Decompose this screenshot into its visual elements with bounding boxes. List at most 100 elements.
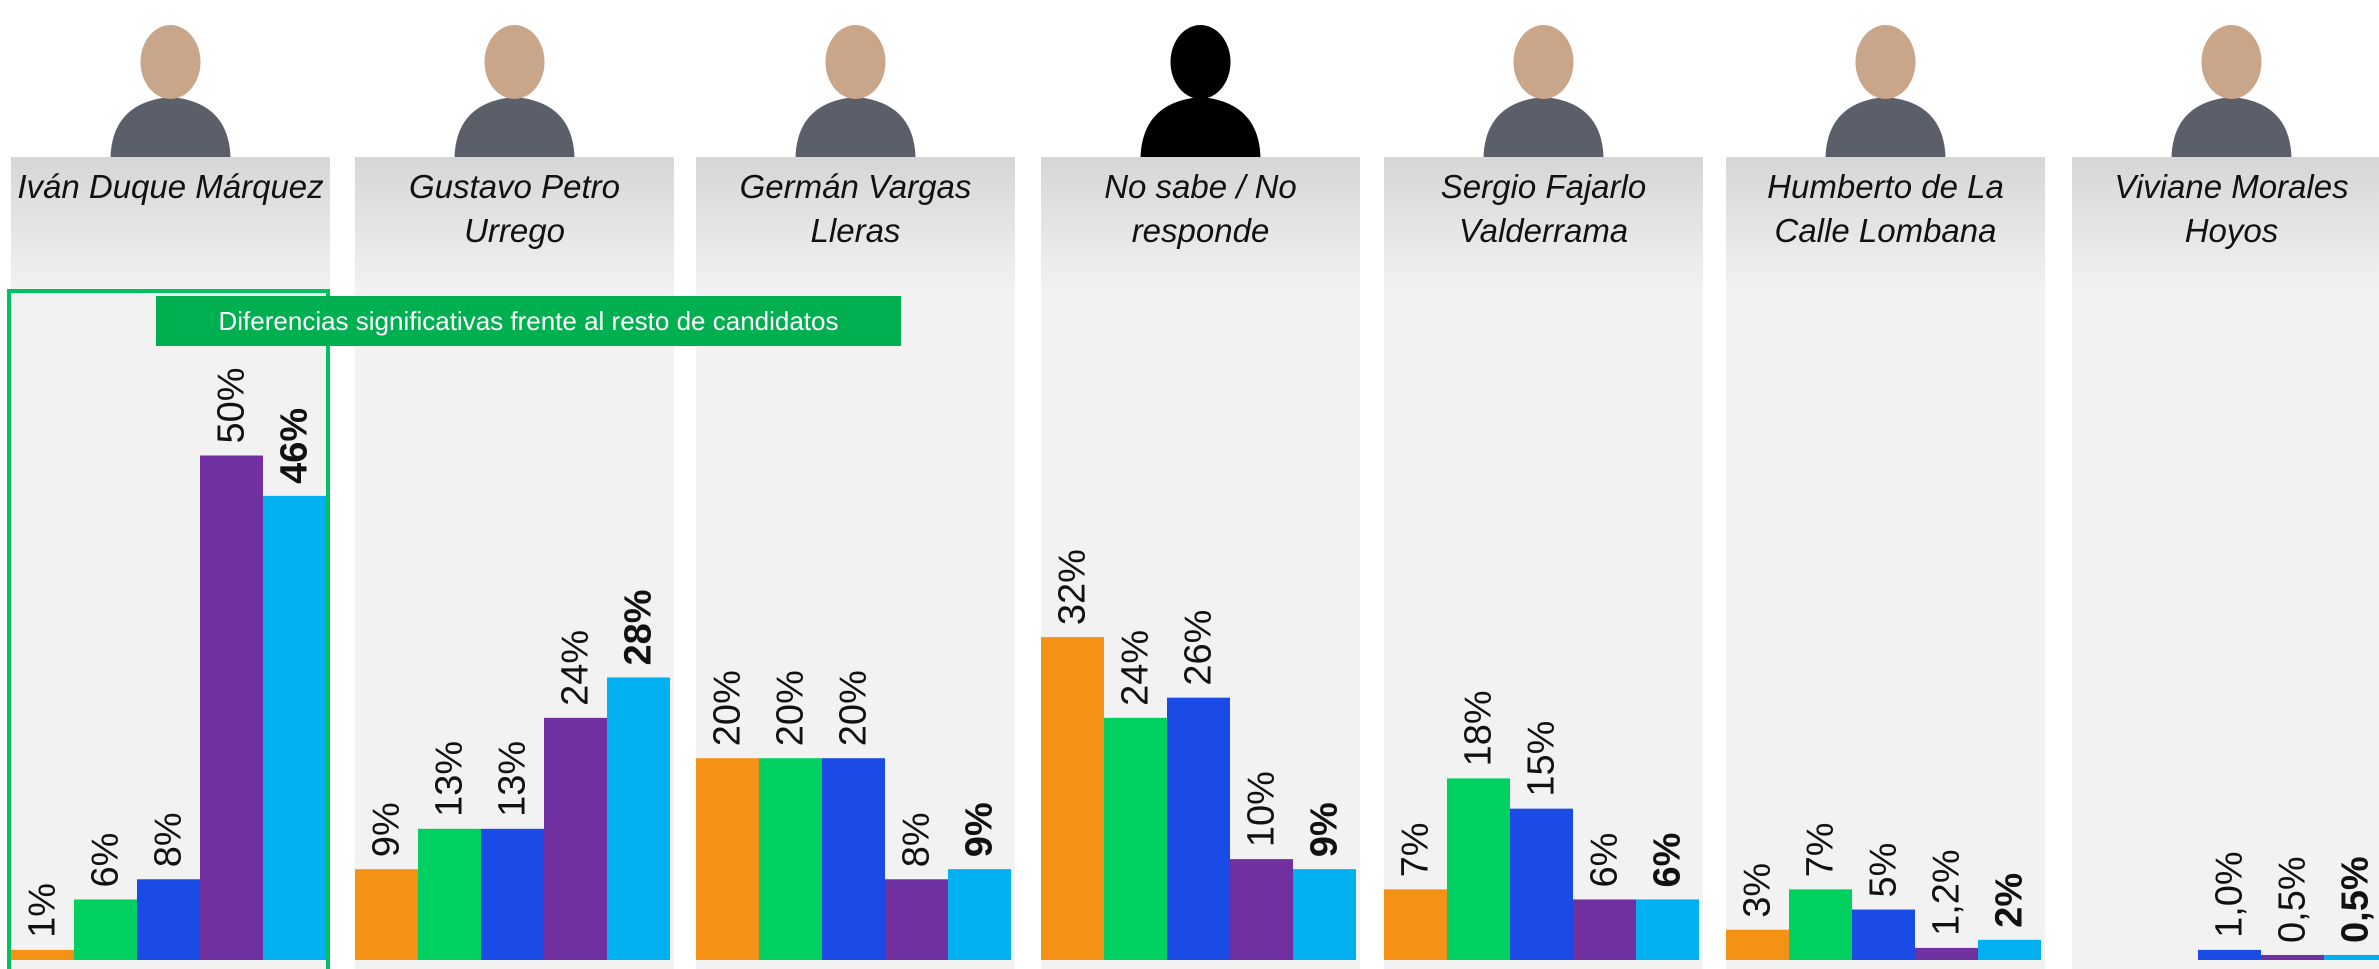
value-label: 7% — [1395, 822, 1437, 877]
column-header — [1041, 157, 1360, 292]
bar — [418, 828, 481, 960]
value-label: 2% — [1989, 873, 2031, 928]
column-panel — [2072, 157, 2379, 969]
candidate-photo — [110, 97, 231, 157]
bar — [1573, 899, 1636, 960]
candidate-photo — [1140, 97, 1261, 157]
value-label: 46% — [274, 408, 316, 484]
value-label: 9% — [1304, 802, 1346, 857]
value-label: 0,5% — [2272, 856, 2314, 943]
category-label: Humberto de La Calle Lombana — [1767, 168, 2004, 249]
category-label: Iván Duque Márquez — [17, 168, 324, 205]
bar — [263, 495, 326, 960]
column-panel — [1726, 157, 2045, 969]
bar — [74, 899, 137, 960]
candidate-photo-head — [825, 25, 886, 99]
bar — [1104, 717, 1167, 960]
column-header — [11, 157, 330, 292]
bar — [1167, 697, 1230, 960]
bar — [948, 869, 1011, 960]
value-label: 3% — [1737, 863, 1779, 918]
candidate-photo-head — [140, 25, 201, 99]
bar — [2198, 949, 2261, 960]
candidate-photo — [1483, 97, 1604, 157]
value-label: 13% — [429, 741, 471, 817]
bar — [1447, 778, 1510, 960]
value-label: 7% — [1800, 822, 1842, 877]
bar — [2324, 954, 2379, 960]
category-label: Viviane Morales Hoyos — [2114, 168, 2349, 249]
bar — [759, 758, 822, 960]
value-label: 1,0% — [2209, 851, 2251, 938]
value-label: 18% — [1458, 690, 1500, 766]
bar — [822, 758, 885, 960]
candidate-photo-head — [1170, 25, 1231, 99]
bar — [1293, 869, 1356, 960]
column-header — [696, 157, 1015, 292]
bar — [11, 949, 74, 960]
value-label: 0,5% — [2335, 856, 2377, 943]
value-label: 6% — [1647, 833, 1689, 888]
bar — [1041, 637, 1104, 960]
value-label: 1,2% — [1926, 849, 1968, 936]
bar — [696, 758, 759, 960]
value-label: 1% — [22, 883, 64, 938]
bar — [200, 455, 263, 960]
highlight-box — [7, 289, 330, 969]
bar — [137, 879, 200, 960]
candidate-photo — [454, 97, 575, 157]
category-label: Germán Vargas Lleras — [739, 168, 972, 249]
candidate-photo-head — [2201, 25, 2262, 99]
candidate-photo — [1825, 97, 1946, 157]
column-header — [2072, 157, 2379, 292]
bar — [885, 879, 948, 960]
value-label: 50% — [211, 367, 253, 443]
bar — [1852, 909, 1915, 960]
category-label: Gustavo Petro Urrego — [409, 168, 620, 249]
bar — [1636, 899, 1699, 960]
value-label: 6% — [1584, 833, 1626, 888]
candidate-photo-head — [1855, 25, 1916, 99]
value-label: 32% — [1052, 549, 1094, 625]
value-label: 20% — [770, 670, 812, 746]
bar — [607, 677, 670, 960]
value-label: 20% — [707, 670, 749, 746]
value-label: 24% — [1115, 630, 1157, 706]
bar — [1510, 808, 1573, 960]
value-label: 10% — [1241, 771, 1283, 847]
bar — [355, 869, 418, 960]
bar — [1915, 947, 1978, 960]
bar — [2261, 954, 2324, 960]
value-label: 26% — [1178, 610, 1220, 686]
value-label: 13% — [492, 741, 534, 817]
candidate-photo — [795, 97, 916, 157]
bar — [544, 717, 607, 960]
category-label: No sabe / No responde — [1104, 168, 1297, 249]
column-header — [355, 157, 674, 292]
value-label: 24% — [555, 630, 597, 706]
value-label: 5% — [1863, 843, 1905, 898]
candidate-photo — [2171, 97, 2292, 157]
column-header — [1384, 157, 1703, 292]
bar — [1978, 939, 2041, 960]
value-label: 28% — [618, 589, 660, 665]
value-label: 8% — [896, 812, 938, 867]
value-label: 6% — [85, 833, 127, 888]
candidate-photo-head — [1513, 25, 1574, 99]
value-label: 9% — [959, 802, 1001, 857]
value-label: 9% — [366, 802, 408, 857]
bar — [481, 828, 544, 960]
category-label: Sergio Fajarlo Valderrama — [1440, 168, 1647, 249]
bar — [1230, 859, 1293, 960]
value-label: 8% — [148, 812, 190, 867]
bar — [1789, 889, 1852, 960]
value-label: 15% — [1521, 721, 1563, 797]
value-label: 20% — [833, 670, 875, 746]
bar — [1384, 889, 1447, 960]
column-header — [1726, 157, 2045, 292]
bar — [1726, 929, 1789, 960]
candidate-photo-head — [484, 25, 545, 99]
annotation: Diferencias significativas frente al res… — [156, 296, 901, 346]
